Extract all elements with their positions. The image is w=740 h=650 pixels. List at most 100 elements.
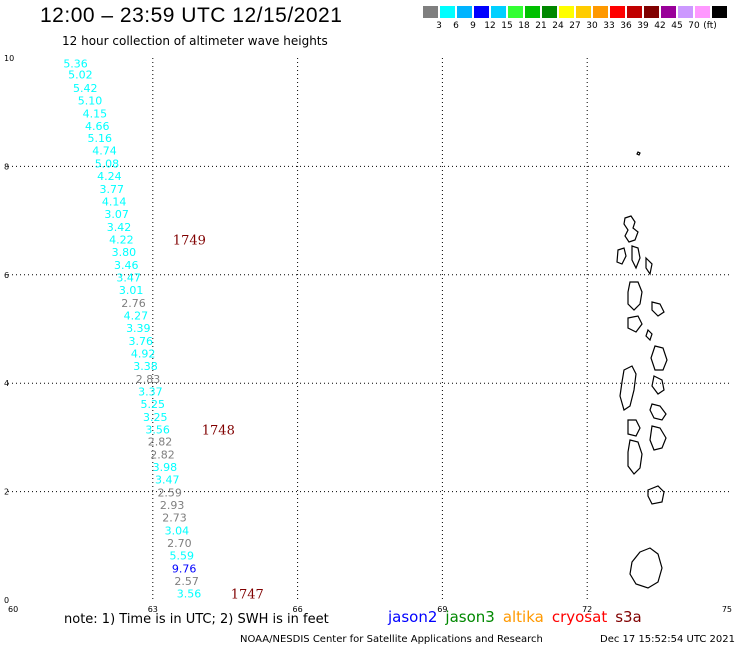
swh-point: 4.14 <box>102 196 127 209</box>
coastline <box>645 328 653 342</box>
legend-label: 45 <box>671 21 683 31</box>
swh-point: 5.08 <box>95 158 120 171</box>
legend-swatch <box>643 5 660 19</box>
legend-label: 42 <box>654 21 666 31</box>
swh-point: 3.37 <box>138 385 163 398</box>
legend-label: 12 <box>484 21 496 31</box>
legend-label: 33 <box>603 21 615 31</box>
swh-point: 5.25 <box>141 398 166 411</box>
legend-label: 39 <box>637 21 649 31</box>
swh-point: 3.56 <box>177 587 202 600</box>
satellite-label-altika: altika <box>502 608 544 626</box>
legend-swatch <box>439 5 456 19</box>
coastline <box>623 215 639 243</box>
page-subtitle: 12 hour collection of altimeter wave hei… <box>62 34 328 48</box>
swh-point: 3.07 <box>104 208 129 221</box>
legend-label: 6 <box>453 21 459 31</box>
coastline <box>651 375 665 395</box>
swh-point: 4.66 <box>85 120 110 133</box>
y-tick-label: 10 <box>4 54 14 63</box>
swh-point: 2.82 <box>150 449 175 462</box>
footnote: note: 1) Time is in UTC; 2) SWH is in fe… <box>64 612 329 627</box>
legend-label: 70 <box>688 21 700 31</box>
legend-label: 27 <box>569 21 581 31</box>
legend-swatch <box>541 5 558 19</box>
coastline <box>636 151 641 156</box>
swh-point: 5.16 <box>87 132 112 145</box>
swh-point: 5.02 <box>68 68 93 81</box>
swh-point: 3.42 <box>107 221 132 234</box>
swh-point: 9.76 <box>172 563 197 576</box>
swh-point: 3.46 <box>114 259 139 272</box>
swh-point: 3.01 <box>119 284 144 297</box>
legend-swatch <box>456 5 473 19</box>
legend-swatch <box>490 5 507 19</box>
swh-point: 3.38 <box>133 360 158 373</box>
swh-point: 3.39 <box>126 322 151 335</box>
satellite-label-jason2: jason2 <box>388 608 438 626</box>
swh-point: 4.92 <box>131 347 156 360</box>
satellite-label-jason3: jason3 <box>445 608 495 626</box>
swh-point: 2.82 <box>148 436 173 449</box>
legend-swatch <box>711 5 728 19</box>
y-tick-label: 0 <box>4 596 9 605</box>
timestamp-text: Dec 17 15:52:54 UTC 2021 <box>600 634 735 645</box>
swh-point: 2.93 <box>160 499 185 512</box>
y-tick-label: 8 <box>4 162 9 171</box>
swh-point: 4.74 <box>92 145 117 158</box>
legend-label: 3 <box>436 21 442 31</box>
swh-point: 5.42 <box>73 82 98 95</box>
page-title: 12:00 – 23:59 UTC 12/15/2021 <box>40 4 343 27</box>
swh-point: 4.15 <box>83 107 108 120</box>
swh-point: 2.76 <box>121 297 146 310</box>
coastline <box>627 419 641 437</box>
swh-point: 3.80 <box>112 246 137 259</box>
legend-swatch <box>422 5 439 19</box>
legend-unit: (ft) <box>703 21 717 31</box>
time-label: 1748 <box>202 423 235 438</box>
swh-point: 3.47 <box>116 272 141 285</box>
swh-point: 3.76 <box>128 335 153 348</box>
swh-point: 2.57 <box>174 575 199 588</box>
legend-swatch <box>575 5 592 19</box>
coastline <box>649 403 667 421</box>
satellite-label-s3a: s3a <box>615 608 642 626</box>
swh-point: 3.47 <box>155 474 180 487</box>
legend-swatch <box>677 5 694 19</box>
coastline <box>650 345 668 371</box>
color-legend: 3 6 9 12 15 18 21 24 27 30 33 36 39 42 45 70 (ft) <box>422 5 728 33</box>
coastline <box>631 245 641 270</box>
coastline <box>627 439 643 475</box>
legend-label: 21 <box>535 21 547 31</box>
y-tick-label: 6 <box>4 271 9 280</box>
points-layer: 5.365.025.425.104.154.665.164.745.084.24… <box>63 57 263 602</box>
y-tick-label: 4 <box>4 379 9 388</box>
swh-point: 5.10 <box>78 94 103 107</box>
swh-point: 2.73 <box>162 512 187 525</box>
legend-swatch <box>694 5 711 19</box>
coastline <box>651 301 665 317</box>
satellite-label-cryosat: cryosat <box>551 608 608 626</box>
coastline-layer <box>616 151 668 589</box>
swh-point: 5.36 <box>63 57 88 70</box>
legend-labels: 3 6 9 12 15 18 21 24 27 30 33 36 39 42 45 70 (ft) <box>422 21 728 33</box>
y-tick-label: 2 <box>4 488 9 497</box>
x-tick-label: 69 <box>437 605 447 614</box>
legend-swatch <box>626 5 643 19</box>
swh-point: 4.22 <box>109 234 134 247</box>
x-tick-label: 63 <box>148 605 158 614</box>
legend-label: 18 <box>518 21 530 31</box>
legend-swatches <box>422 5 728 19</box>
swh-point: 3.04 <box>165 525 190 538</box>
coastline <box>645 256 653 276</box>
legend-label: 15 <box>501 21 513 31</box>
coastline <box>647 485 665 505</box>
x-tick-label: 60 <box>8 605 18 614</box>
legend-label: 30 <box>586 21 598 31</box>
legend-label: 9 <box>470 21 476 31</box>
swh-point: 3.25 <box>143 411 168 424</box>
legend-swatch <box>609 5 626 19</box>
coastline <box>627 315 643 333</box>
